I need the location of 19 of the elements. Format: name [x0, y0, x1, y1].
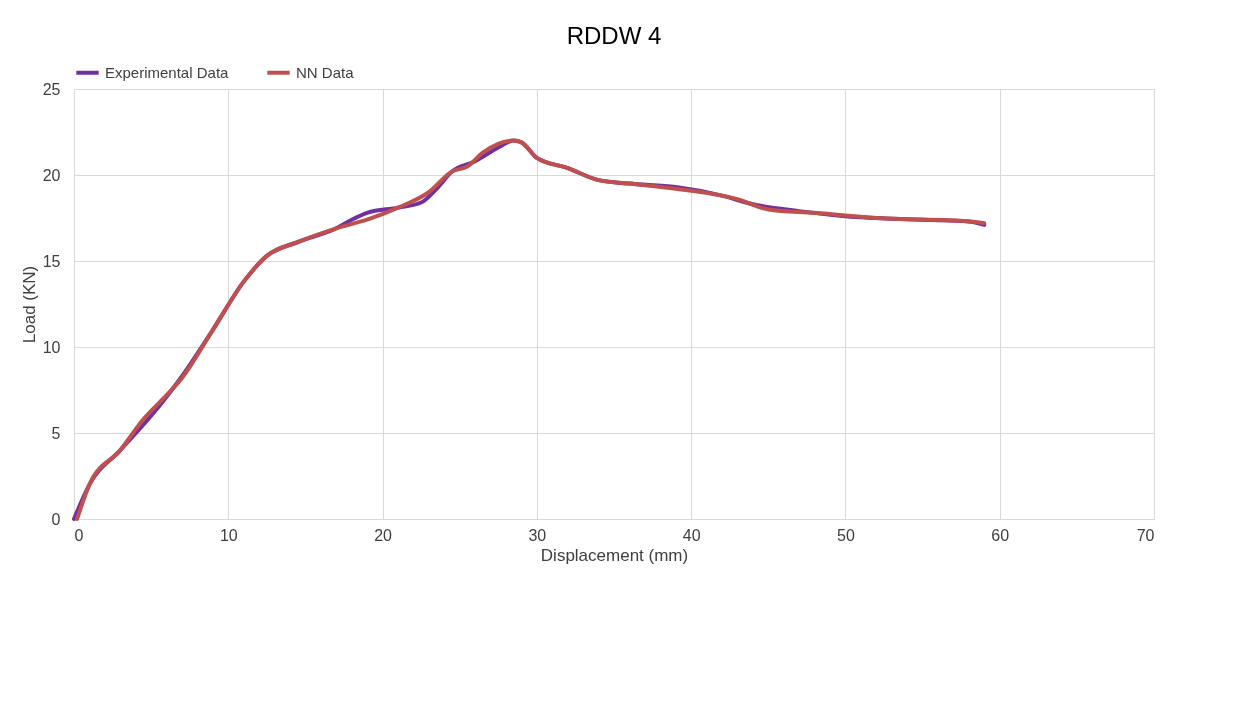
chart-title: RDDW 4: [566, 22, 662, 49]
y-tick-label: 20: [42, 166, 61, 184]
y-tick-label: 5: [51, 424, 61, 442]
y-tick-label: 15: [42, 252, 61, 270]
y-tick-label: 0: [51, 510, 61, 528]
x-tick-label: 0: [74, 526, 84, 544]
x-tick-label: 20: [374, 526, 393, 544]
legend-label: NN Data: [296, 63, 355, 81]
y-tick-label: 10: [42, 338, 61, 356]
x-tick-label: 60: [991, 526, 1010, 544]
legend-label: Experimental Data: [105, 63, 230, 81]
x-axis-title: Displacement (mm): [540, 545, 689, 565]
x-tick-label: 10: [219, 526, 238, 544]
y-tick-label: 25: [42, 80, 61, 98]
x-tick-label: 30: [528, 526, 547, 544]
x-tick-label: 50: [837, 526, 855, 544]
x-tick-label: 40: [682, 526, 701, 544]
y-axis-title: Load (KN): [19, 265, 39, 344]
x-tick-label: 70: [1136, 526, 1155, 544]
